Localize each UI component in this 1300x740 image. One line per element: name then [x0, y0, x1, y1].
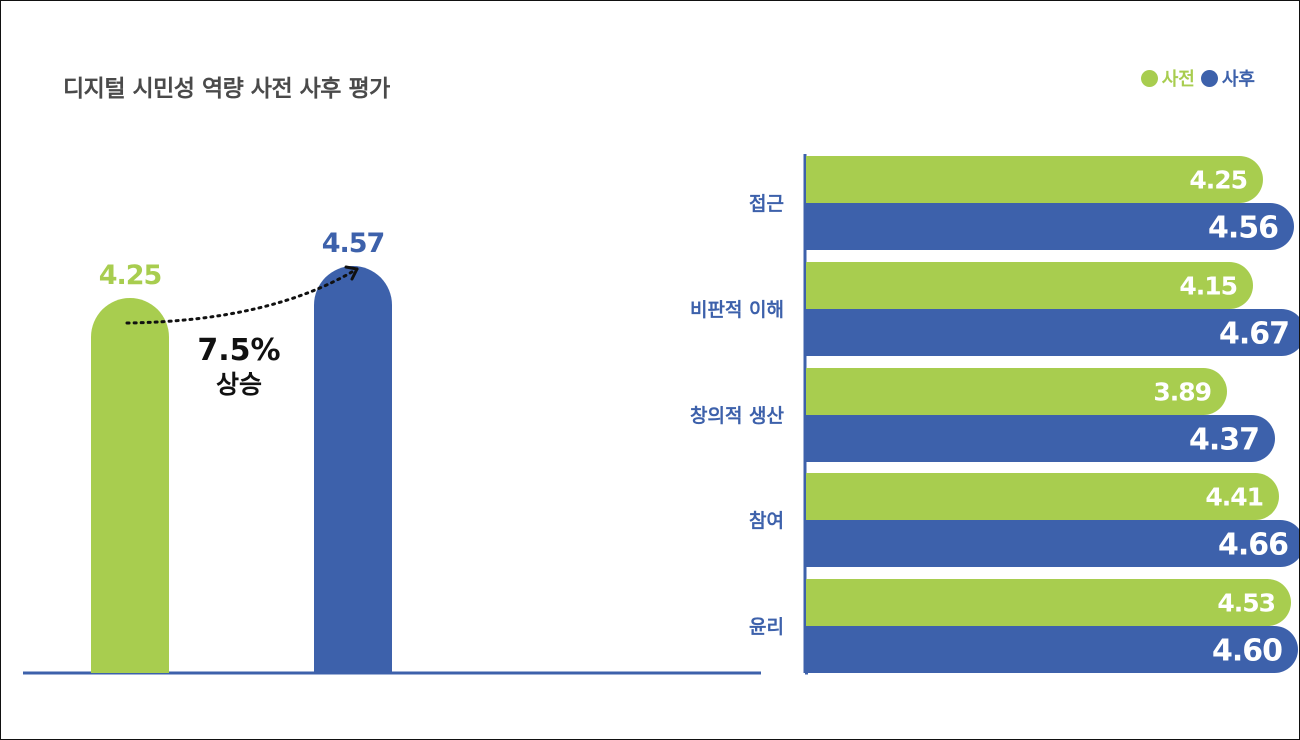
value-label-pre: 4.41 [1205, 483, 1263, 512]
category-label: 윤리 [749, 616, 784, 638]
bar-pre [806, 368, 1227, 415]
legend-item-pre: 사전 [1140, 65, 1195, 91]
category-label: 비판적 이해 [690, 299, 784, 321]
value-label-post: 4.60 [1212, 634, 1282, 669]
legend-swatch-pre [1140, 69, 1158, 87]
bar-post [806, 520, 1299, 567]
bar-post [806, 415, 1275, 462]
increase-percent-label: 7.5% [197, 333, 280, 368]
legend-swatch-post [1200, 69, 1218, 87]
bar-pre [806, 579, 1291, 626]
value-label-pre: 3.89 [1153, 378, 1211, 407]
chart-title: 디지털 시민성 역량 사전 사후 평가 [63, 76, 390, 102]
bar-pre [806, 156, 1263, 203]
bar-overall-pre [91, 298, 169, 673]
category-label: 창의적 생산 [690, 405, 785, 427]
value-label-overall-pre: 4.25 [99, 260, 162, 291]
bar-post [806, 203, 1294, 250]
value-label-pre: 4.15 [1179, 272, 1237, 301]
bar-post [806, 309, 1299, 356]
increase-arrow-line [125, 267, 359, 325]
value-label-overall-post: 4.57 [322, 228, 385, 259]
category-label: 참여 [749, 510, 784, 532]
value-label-pre: 4.53 [1217, 589, 1275, 618]
legend-label-pre: 사전 [1161, 69, 1195, 90]
bar-pre [806, 262, 1253, 309]
value-label-pre: 4.25 [1189, 166, 1247, 195]
increase-arrow-head [344, 265, 359, 281]
category-label: 접근 [749, 193, 784, 215]
value-label-post: 4.56 [1208, 211, 1278, 246]
increase-text-label: 상승 [216, 370, 262, 399]
value-label-post: 4.67 [1219, 317, 1289, 352]
legend-item-post: 사후 [1200, 65, 1255, 91]
value-label-post: 4.37 [1189, 423, 1259, 458]
value-label-post: 4.66 [1218, 528, 1288, 563]
bar-post [806, 626, 1298, 673]
bar-overall-post [314, 266, 392, 673]
bar-pre [806, 473, 1279, 520]
legend-label-post: 사후 [1221, 69, 1255, 90]
legend: 사전 사후 [1135, 65, 1255, 91]
